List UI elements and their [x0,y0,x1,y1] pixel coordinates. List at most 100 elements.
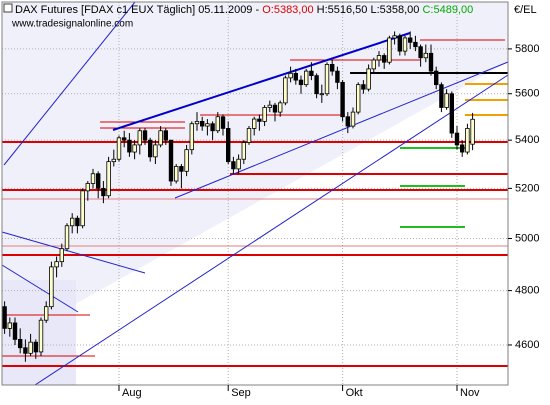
candle-body [262,107,267,122]
candle-body [90,173,96,184]
candle-body [314,75,319,95]
candle-body [236,158,241,170]
candle-body [17,339,23,349]
candle-body [59,248,64,263]
candle-body [153,144,158,158]
y-tick-label: 5600 [515,88,539,100]
candle-body [277,102,283,113]
candle-body [49,266,54,308]
candle-body [85,183,90,192]
candle-body [137,130,142,146]
candle-body [428,52,434,72]
candle-body [241,142,246,160]
candle-body [371,59,376,70]
candle-body [7,322,12,329]
candle-body [423,52,428,59]
candle-body [355,84,361,113]
candle-body [147,139,153,158]
candle-body [324,64,330,95]
candle-body [163,130,168,141]
candle-body [459,144,465,153]
grid [2,2,508,385]
low-label: L:5358,00 [370,4,419,16]
candle-body [335,70,340,83]
candle-body [470,118,475,145]
candle-body [298,79,304,86]
candle-body [28,341,33,354]
candle-body [444,93,449,108]
candle-body [366,68,371,90]
candle-body [111,158,116,163]
open-label: O:5383,00 [262,4,313,16]
candle-body [54,261,59,268]
candle-body [418,46,423,59]
candle-body [173,166,179,182]
candle-body [465,128,470,153]
candle-body [340,81,345,118]
candle-body [309,70,314,77]
candle-body [142,130,148,141]
candle-body [407,37,413,43]
candle-body [80,190,85,227]
candle-body [345,116,350,127]
trend-line [1,231,146,274]
candle-body [449,93,454,134]
candle-body [12,322,18,340]
candle-body [246,128,252,143]
candle-body [33,341,38,353]
candle-body [231,161,236,170]
x-tick-label: Nov [460,387,480,399]
candle-body [168,139,174,182]
candle-body [381,55,387,63]
plot-frame [1,1,509,386]
candle-body [132,144,137,153]
trend-line [34,74,509,386]
x-tick-label: Sep [231,387,251,399]
candle-body [2,306,7,329]
x-tick-label: Okt [346,387,363,399]
candle-body [70,217,75,227]
candle-body [96,173,101,189]
title: DAX Futures [FDAX c1 EUX Täglich] 05.11.… [15,4,259,16]
candle-body [293,72,298,81]
candle-body [220,116,226,129]
candle-body [272,104,278,113]
candle-body [75,217,80,227]
candle-body [329,64,335,72]
candle-body [184,149,189,172]
close-label: C:5489,00 [422,4,473,16]
trend-line [112,32,411,131]
candle-body [106,161,111,197]
candle-body [454,132,460,146]
candle-body [387,37,392,63]
y-tick-label: 5800 [515,43,539,55]
candle-body [433,70,439,86]
candle-body [392,35,397,39]
candle-body [397,35,402,52]
candle-body [199,120,205,127]
candle-body [350,111,356,127]
candle-body [267,104,272,108]
candle-body [288,72,293,79]
candle-body [127,139,132,153]
candle-body [225,128,231,163]
candle-body [251,118,257,129]
candles [2,31,475,362]
candle-body [189,123,194,151]
candle-body [319,93,324,96]
annotations [1,1,509,386]
x-tick-label: Aug [122,387,142,399]
candle-body [303,70,309,86]
y-tick-label: 4800 [515,285,539,297]
candle-body [205,123,210,127]
candle-body [44,306,49,321]
candle-body [402,37,408,52]
candle-body [179,166,184,172]
candle-body [210,123,215,132]
watermark: www.tradesignalonline.com [11,19,133,30]
candle-body [376,55,382,61]
candle-body [116,137,122,160]
candle-body [23,347,28,354]
